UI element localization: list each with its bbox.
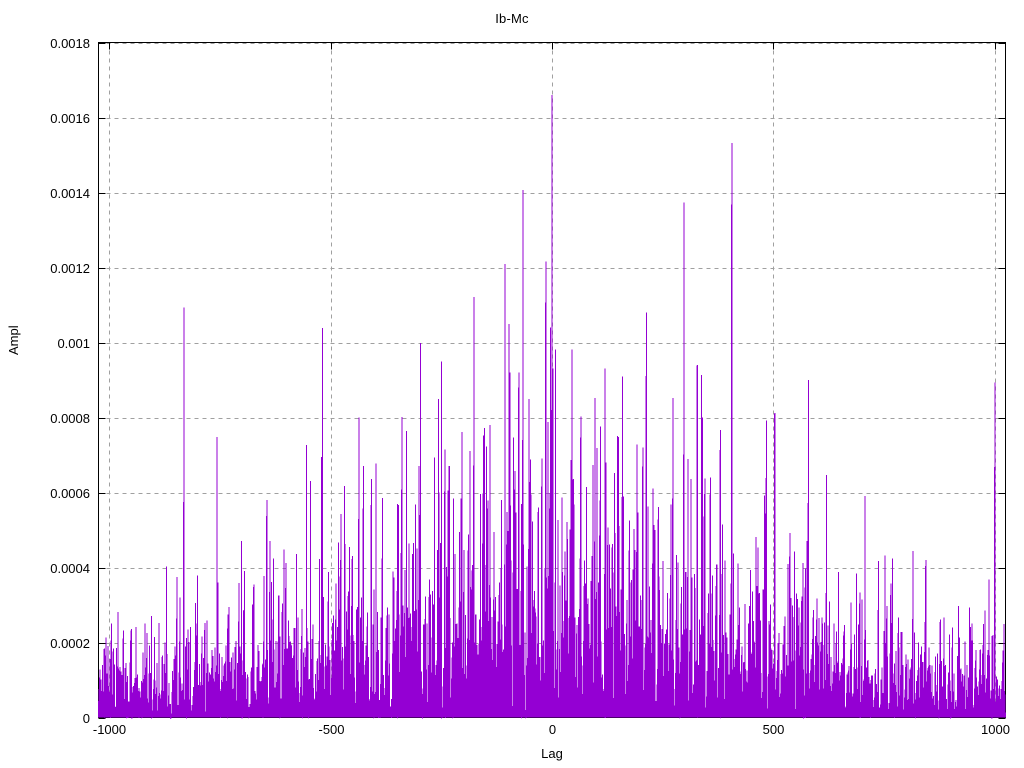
x-tick-label: 500 (762, 722, 785, 737)
x-tick-label: -500 (318, 722, 345, 737)
data-series-ib-mc (98, 94, 1006, 720)
x-tick-label: -1000 (92, 722, 127, 737)
y-tick-label: 0.0002 (50, 635, 90, 651)
y-tick-label: 0.0014 (50, 185, 90, 201)
y-tick-label: 0.0012 (50, 260, 90, 276)
y-tick-label: 0.001 (57, 335, 90, 351)
x-axis-label: Lag (541, 746, 563, 761)
y-tick-label: 0.0006 (50, 485, 90, 501)
y-tick-label: 0.0004 (50, 560, 90, 576)
x-tick-label: 0 (548, 722, 557, 737)
chart-title: Ib-Mc (495, 11, 529, 26)
y-tick-label: 0 (82, 710, 90, 726)
x-tick-label: 1000 (981, 722, 1010, 737)
y-tick-label: 0.0018 (50, 35, 90, 51)
y-tick-label: 0.0016 (50, 110, 90, 126)
y-tick-label: 0.0008 (50, 410, 90, 426)
